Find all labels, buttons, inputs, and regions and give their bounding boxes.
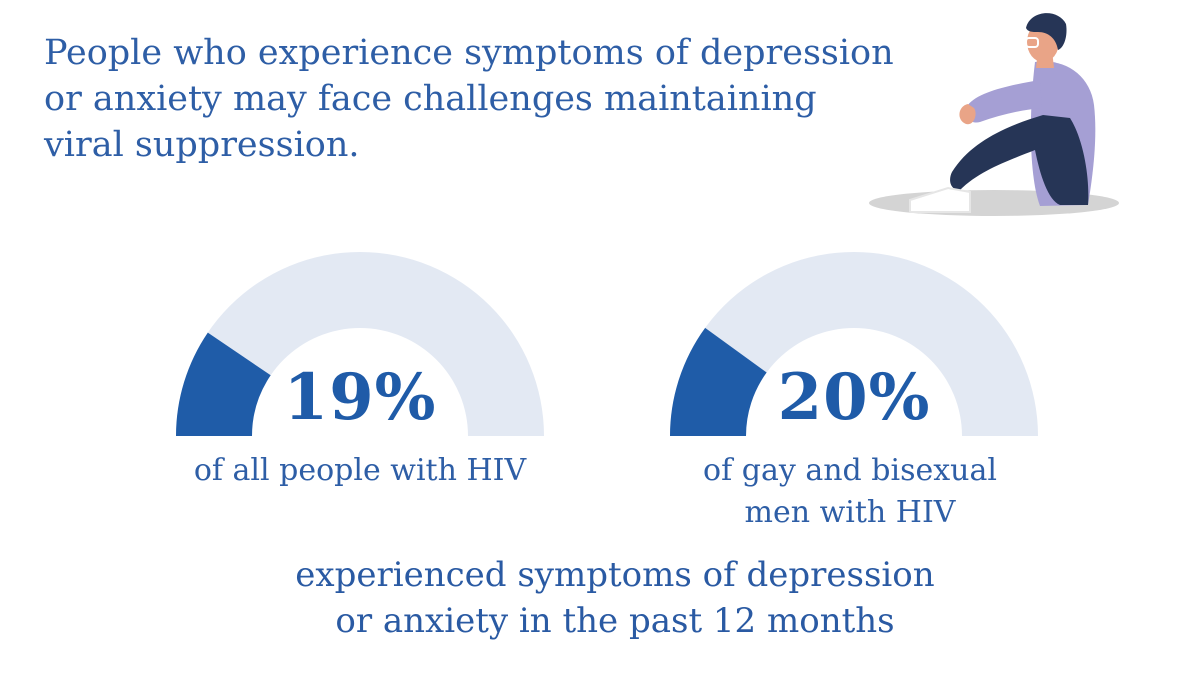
gauge-all-people: 19% <box>170 250 550 440</box>
hair <box>1026 13 1067 50</box>
footer-text: experienced symptoms of depression or an… <box>250 552 980 644</box>
caption-gay-bisexual-men: of gay and bisexual men with HIV <box>650 450 1050 534</box>
footer-line-2: or anxiety in the past 12 months <box>335 601 895 641</box>
arm <box>965 80 1042 123</box>
gauge-track <box>176 252 544 436</box>
footer-line-1: experienced symptoms of depression <box>295 555 935 595</box>
headline: People who experience symptoms of depres… <box>44 30 924 168</box>
shoe <box>909 186 971 213</box>
caption-all-people: of all people with HIV <box>160 450 560 492</box>
person-sitting-illustration <box>860 0 1130 230</box>
headline-line-2: or anxiety may face challenges maintaini… <box>44 79 817 119</box>
glasses <box>1025 37 1039 48</box>
gauge-value-label: 20% <box>777 360 931 435</box>
headline-line-1: People who experience symptoms of depres… <box>44 33 894 73</box>
gauge-track <box>670 252 1038 436</box>
gauge-gay-bisexual-men: 20% <box>664 250 1044 440</box>
caption-line: men with HIV <box>744 495 956 530</box>
hand <box>959 104 976 125</box>
gauge-value-label: 19% <box>283 360 437 435</box>
gauge-fill <box>670 327 767 436</box>
legs <box>950 115 1089 205</box>
caption-line: of gay and bisexual <box>703 453 997 488</box>
caption-line: of all people with HIV <box>193 453 527 488</box>
gauge-fill <box>176 332 271 436</box>
headline-line-3: viral suppression. <box>44 125 360 165</box>
